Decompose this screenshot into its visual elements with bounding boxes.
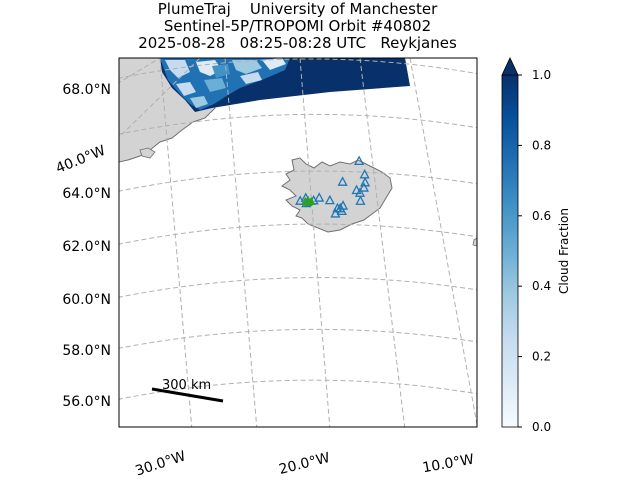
- volcano-markers: [295, 155, 371, 218]
- title-line-2: Sentinel-5P/TROPOMI Orbit #40802: [163, 17, 432, 35]
- lon-tick-40w: 40.0°W: [54, 143, 108, 177]
- volcano-triangle-icon: [351, 184, 362, 195]
- volcano-triangle-icon: [295, 195, 306, 205]
- volcano-triangle-icon: [336, 205, 347, 215]
- meridian-15w: [359, 58, 406, 427]
- map-frame: [118, 57, 478, 428]
- parallel-66: [119, 113, 477, 135]
- lat-tick-56: 56.0°N: [62, 394, 111, 410]
- meridian-30w: [159, 58, 193, 427]
- chart-title: PlumeTraj University of Manchester Senti…: [100, 1, 495, 52]
- colorbar-ticks: 0.0 0.2 0.4 0.6 0.8 1.0: [518, 68, 551, 434]
- faroe-coast: [472, 237, 477, 247]
- source-vent-marker: [303, 197, 313, 206]
- lat-tick-58: 58.0°N: [62, 343, 111, 359]
- meridian-10w: [409, 58, 477, 427]
- meridian-40w: [119, 58, 201, 138]
- volcano-triangle-icon: [330, 208, 341, 218]
- parallel-60: [119, 277, 477, 298]
- title-line-1: PlumeTraj University of Manchester: [157, 0, 438, 18]
- colorbar-extend-arrow: [501, 57, 519, 76]
- lon-tick-10w: 10.0°W: [421, 452, 475, 477]
- meridian-20w: [299, 58, 331, 427]
- scale-bar-label: 300 km: [162, 378, 211, 393]
- scale-bar: 300 km: [151, 378, 224, 403]
- volcano-triangle-icon: [354, 155, 365, 165]
- meridian-35w: [119, 58, 161, 84]
- meridian-25w: [224, 58, 258, 427]
- lat-tick-68: 68.0°N: [62, 82, 111, 98]
- colorbar: 0.0 0.2 0.4 0.6 0.8 1.0 Cloud Fraction: [501, 57, 571, 434]
- lat-tick-60: 60.0°N: [62, 292, 111, 308]
- colorbar-tick-label: 0.4: [532, 279, 551, 293]
- title-line-3: 2025-08-28 08:25-08:28 UTC Reykjanes: [138, 34, 457, 52]
- volcano-triangle-icon: [314, 192, 325, 202]
- parallel-62: [119, 223, 477, 245]
- lat-tick-labels: 68.0°N 64.0°N 62.0°N 60.0°N 58.0°N 56.0°…: [62, 82, 111, 410]
- colorbar-tick-label: 0.6: [532, 209, 551, 223]
- cloud-fraction-swath: [160, 58, 410, 112]
- volcano-triangle-icon: [355, 195, 366, 205]
- colorbar-gradient: [501, 74, 519, 428]
- volcano-triangle-icon: [359, 168, 370, 179]
- lat-tick-62: 62.0°N: [62, 239, 111, 255]
- volcano-triangle-icon: [337, 176, 348, 186]
- scale-bar-line: [151, 387, 224, 403]
- lon-tick-20w: 20.0°W: [277, 450, 331, 478]
- volcano-triangle-icon: [324, 194, 335, 205]
- colorbar-tick-label: 0.8: [532, 138, 551, 152]
- colorbar-tick-label: 0.0: [532, 420, 551, 434]
- lat-tick-64: 64.0°N: [62, 186, 111, 202]
- colorbar-tick-label: 1.0: [532, 68, 551, 82]
- colorbar-label: Cloud Fraction: [557, 208, 571, 294]
- lon-tick-30w: 30.0°W: [133, 448, 188, 479]
- iceland-land: [281, 157, 393, 233]
- volcano-triangle-icon: [358, 182, 369, 192]
- volcano-triangle-icon: [360, 176, 371, 187]
- greenland-coast-detail: [139, 147, 156, 159]
- parallel-64: [119, 170, 477, 192]
- map-area: 300 km: [119, 58, 477, 427]
- colorbar-tick-label: 0.2: [532, 350, 551, 364]
- parallel-58: [119, 328, 477, 349]
